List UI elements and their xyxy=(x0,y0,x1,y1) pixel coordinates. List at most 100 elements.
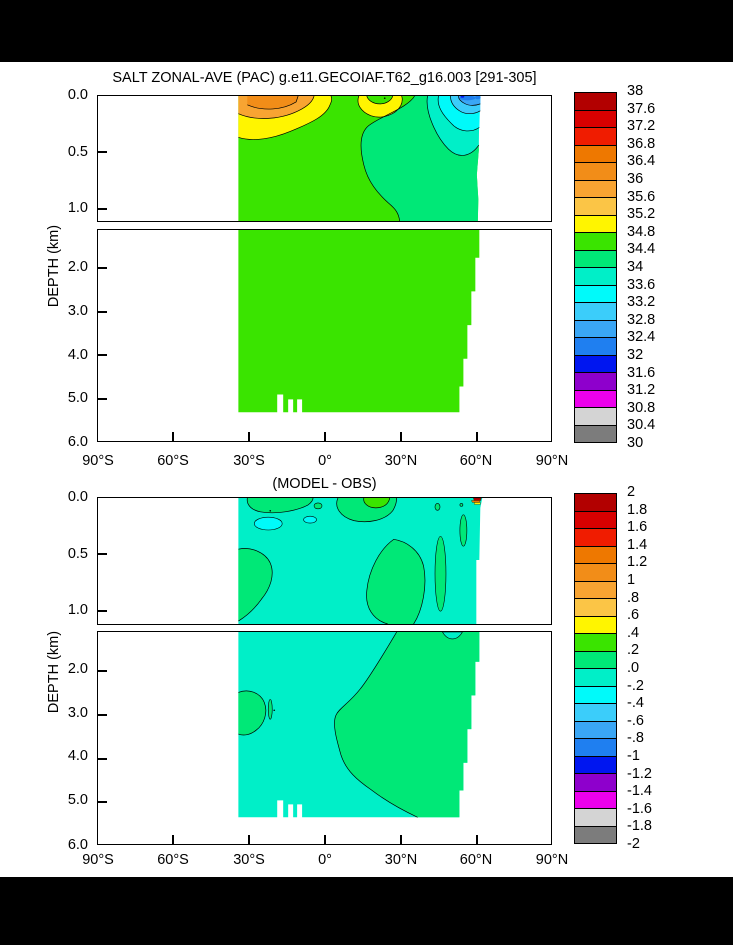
colorbar-label: 30 xyxy=(627,434,644,451)
colorbar-cell xyxy=(575,599,616,617)
colorbar-label: 32.8 xyxy=(627,311,656,328)
fig1-ytick-0.0: 0.0 xyxy=(67,87,88,103)
colorbar-label: 35.6 xyxy=(627,188,656,205)
colorbar-label: -.4 xyxy=(627,695,644,712)
colorbar-cell xyxy=(575,546,616,564)
colorbar-cell xyxy=(575,163,616,181)
colorbar-cell xyxy=(575,634,616,652)
colorbar-cell xyxy=(575,651,616,669)
colorbar-label: 38 xyxy=(627,83,644,99)
colorbar-cell xyxy=(575,320,616,338)
colorbar-cell xyxy=(575,250,616,268)
fig2-xtick-60N: 60°N xyxy=(459,852,493,868)
colorbar-label: -1.6 xyxy=(627,800,652,817)
fig2-ytick-4.0: 4.0 xyxy=(67,748,88,764)
y-axis-tick-mark xyxy=(98,311,107,313)
colorbar-cell xyxy=(575,756,616,774)
colorbar-cell xyxy=(575,233,616,251)
colorbar-label: .6 xyxy=(627,607,640,624)
colorbar-cell xyxy=(575,494,616,512)
colorbar-cell xyxy=(575,303,616,321)
fig2-ytick-6.0: 6.0 xyxy=(67,837,88,853)
colorbar-cell xyxy=(575,425,616,442)
colorbar-label: 31.6 xyxy=(627,364,656,381)
colorbar-cell xyxy=(575,198,616,216)
colorbar-label: 32.4 xyxy=(627,329,656,346)
figure1-lower-contour-field xyxy=(238,230,480,413)
y-axis-tick-mark xyxy=(98,801,107,803)
x-axis-tick-mark xyxy=(324,432,326,441)
colorbar-cell xyxy=(575,616,616,634)
colorbar-label: 36 xyxy=(627,170,644,187)
colorbar-label: -1 xyxy=(627,747,640,764)
colorbar-cell xyxy=(575,721,616,739)
colorbar-cell xyxy=(575,128,616,146)
fig1-xtick-90N: 90°N xyxy=(535,453,569,469)
colorbar-label: -1.2 xyxy=(627,765,652,782)
fig2-ytick-0.0: 0.0 xyxy=(67,489,88,505)
colorbar-label: 37.2 xyxy=(627,118,656,135)
colorbar-label: 1.2 xyxy=(627,554,648,571)
colorbar-cell xyxy=(575,564,616,582)
colorbar-cell xyxy=(575,215,616,233)
colorbar-cell xyxy=(575,93,616,111)
colorbar-label: 2 xyxy=(627,484,636,500)
colorbar-label: .4 xyxy=(627,624,640,641)
figure2-upper-panel xyxy=(97,497,552,625)
colorbar-label: 30.8 xyxy=(627,399,656,416)
figure2-colorbar-labels: 2 1.8 1.6 1.4 1.2 1.8.6.4.2.0 -.2 -.4 -.6 -.8 -1 -1… xyxy=(627,485,697,852)
colorbar-label: 37.6 xyxy=(627,100,656,117)
colorbar-label: -1.4 xyxy=(627,783,652,800)
colorbar-cell xyxy=(575,373,616,391)
colorbar-cell xyxy=(575,791,616,809)
colorbar-cell xyxy=(575,774,616,792)
x-axis-tick-mark xyxy=(476,432,478,441)
figure2-lower-panel xyxy=(97,631,552,845)
figure1-colorbar-labels: 38 37.6 37.2 36.8 36.4 36 35.6 35.2 34.8 34.4 34 33… xyxy=(627,84,697,451)
fig2-xtick-30S: 30°S xyxy=(233,852,265,868)
colorbar-cell xyxy=(575,739,616,757)
colorbar-label: -2 xyxy=(627,835,640,852)
colorbar-label: 30.4 xyxy=(627,417,656,434)
colorbar-label: 35.2 xyxy=(627,206,656,223)
colorbar-cell xyxy=(575,145,616,163)
x-axis-tick-mark xyxy=(248,835,250,844)
x-axis-tick-mark xyxy=(248,432,250,441)
x-axis-tick-mark xyxy=(476,835,478,844)
fig1-xtick-60S: 60°S xyxy=(157,453,189,469)
colorbar-cell xyxy=(575,110,616,128)
x-axis-tick-mark xyxy=(172,432,174,441)
colorbar-cell xyxy=(575,180,616,198)
y-axis-tick-mark xyxy=(98,398,107,400)
fig2-ytick-0.5: 0.5 xyxy=(67,546,88,562)
colorbar-label: 34 xyxy=(627,258,644,275)
colorbar-label: -.2 xyxy=(627,677,644,694)
y-axis-tick-mark xyxy=(98,208,107,210)
fig1-xtick-0: 0° xyxy=(318,453,332,469)
fig1-xtick-90S: 90°S xyxy=(82,453,114,469)
colorbar-cell xyxy=(575,686,616,704)
y-axis-tick-mark xyxy=(98,670,107,672)
y-axis-tick-mark xyxy=(98,610,107,612)
fig2-ytick-5.0: 5.0 xyxy=(67,792,88,808)
figure2-lower-contour-field xyxy=(238,632,480,818)
figure1-upper-contour-field xyxy=(238,96,481,221)
colorbar-label: .8 xyxy=(627,589,640,606)
figure1-colorbar xyxy=(574,92,617,443)
colorbar-label: 1.6 xyxy=(627,519,648,536)
fig1-xtick-30S: 30°S xyxy=(233,453,265,469)
colorbar-label: -1.8 xyxy=(627,818,652,835)
colorbar-cell xyxy=(575,581,616,599)
x-axis-tick-mark xyxy=(400,835,402,844)
colorbar-label: 1.4 xyxy=(627,536,648,553)
fig2-ytick-3.0: 3.0 xyxy=(67,705,88,721)
colorbar-cell xyxy=(575,809,616,827)
fig2-ytick-2.0: 2.0 xyxy=(67,661,88,677)
colorbar-cell xyxy=(575,268,616,286)
colorbar-cell xyxy=(575,408,616,426)
y-axis-tick-mark xyxy=(98,267,107,269)
colorbar-label: .2 xyxy=(627,642,640,659)
fig1-ytick-1.0: 1.0 xyxy=(67,200,88,216)
fig1-xtick-60N: 60°N xyxy=(459,453,493,469)
